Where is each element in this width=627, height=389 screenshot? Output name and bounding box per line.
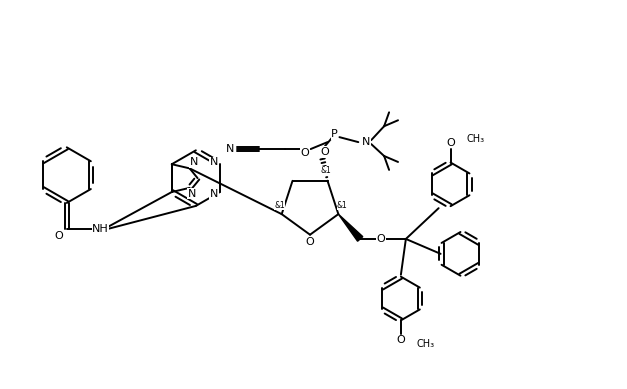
Text: CH₃: CH₃ — [466, 134, 485, 144]
Text: N: N — [189, 158, 198, 167]
Text: O: O — [55, 231, 63, 241]
Text: O: O — [377, 234, 386, 244]
Text: NH: NH — [92, 224, 109, 234]
Text: &1: &1 — [320, 166, 331, 175]
Polygon shape — [339, 214, 363, 241]
Text: O: O — [446, 138, 455, 148]
Text: N: N — [226, 144, 234, 154]
Text: CH₃: CH₃ — [417, 339, 435, 349]
Text: O: O — [305, 237, 314, 247]
Text: N: N — [187, 189, 196, 199]
Text: &1: &1 — [275, 201, 285, 210]
Text: P: P — [331, 129, 338, 139]
Text: N: N — [210, 157, 218, 167]
Text: N: N — [210, 189, 218, 199]
Text: N: N — [362, 137, 371, 147]
Text: &1: &1 — [337, 201, 348, 210]
Text: O: O — [396, 335, 405, 345]
Text: O: O — [320, 147, 329, 157]
Text: O: O — [300, 148, 309, 158]
